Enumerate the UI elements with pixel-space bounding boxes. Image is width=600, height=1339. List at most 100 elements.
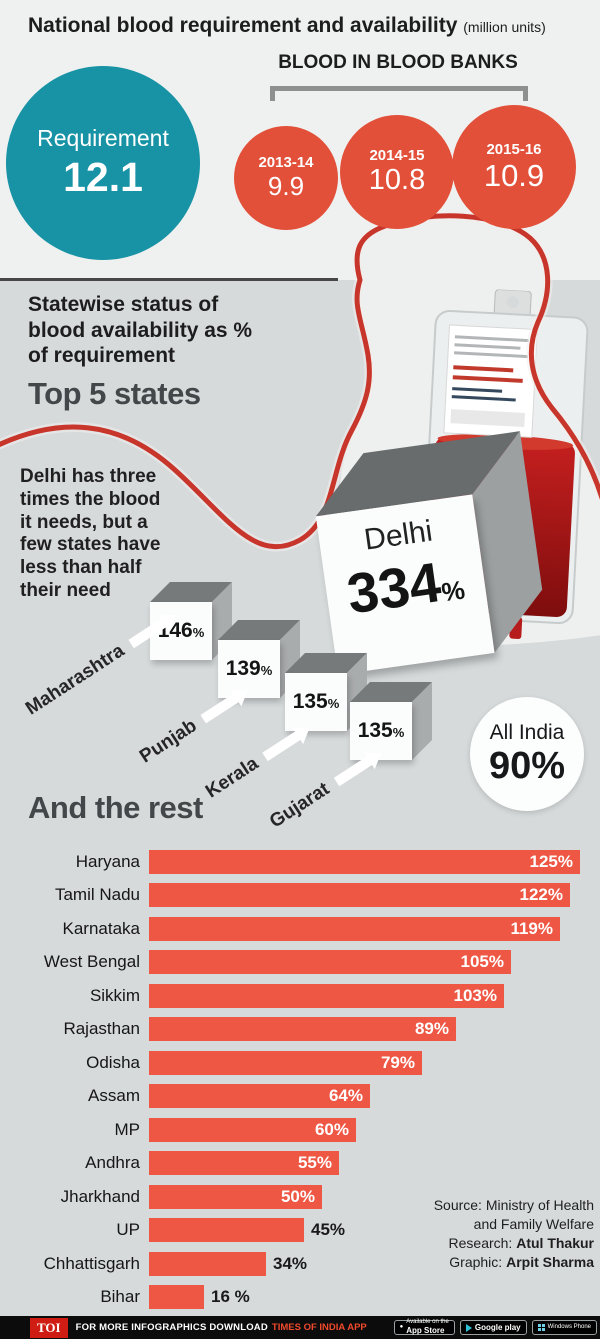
cube-value-percent: % bbox=[439, 574, 467, 608]
bar-value: 89% bbox=[414, 1019, 449, 1039]
bar-state-label: Chhattisgarh bbox=[43, 1253, 140, 1273]
bar-value: 16 % bbox=[211, 1287, 250, 1307]
bar-value: 125% bbox=[529, 851, 573, 871]
all-india-circle: All India 90% bbox=[470, 697, 584, 811]
bar-track: 50% bbox=[149, 1184, 322, 1209]
state-label-text: Punjab bbox=[136, 715, 201, 768]
state-label-text: Maharashtra bbox=[22, 640, 129, 720]
cube-kerala: 135% bbox=[285, 653, 367, 731]
bar-track: 45% bbox=[149, 1218, 345, 1243]
rest-title: And the rest bbox=[28, 790, 203, 825]
bar-track: 79% bbox=[149, 1050, 422, 1075]
footer-text: FOR MORE INFOGRAPHICS DOWNLOAD bbox=[75, 1322, 268, 1333]
all-india-value: 90% bbox=[488, 744, 566, 787]
bar-state-label: Haryana bbox=[75, 851, 140, 871]
bar-track: 16 % bbox=[149, 1285, 250, 1310]
bar-row: West Bengal 105% bbox=[0, 946, 600, 980]
rest-bar-chart: Haryana 125% Tamil Nadu 122% Karnataka 119% We… bbox=[0, 845, 600, 1314]
bar-track: 89% bbox=[149, 1017, 456, 1042]
bar: 105% bbox=[149, 950, 511, 975]
bar-state-label: MP bbox=[114, 1119, 141, 1139]
bank-year: 2015-16 bbox=[486, 140, 542, 158]
cube-front-face: 135% bbox=[350, 702, 412, 760]
state-label-text: Gujarat bbox=[266, 778, 334, 833]
bar: 89% bbox=[149, 1017, 456, 1042]
requirement-label: Requirement bbox=[37, 125, 169, 151]
bar: 60% bbox=[149, 1117, 356, 1142]
bar-row: UP 45% bbox=[0, 1214, 600, 1248]
bar-state-label: Tamil Nadu bbox=[54, 885, 140, 905]
bar-row: Odisha 79% bbox=[0, 1046, 600, 1080]
bar-track: 119% bbox=[149, 916, 560, 941]
bar-state-label: UP bbox=[116, 1220, 140, 1240]
source-line: Source: Ministry of Health bbox=[433, 1197, 594, 1213]
windows-icon bbox=[537, 1324, 545, 1331]
cube-delhi: Delhi 334 % bbox=[308, 431, 550, 675]
bar-track: 34% bbox=[149, 1251, 308, 1276]
bar-state-label: Rajasthan bbox=[63, 1019, 140, 1039]
bank-circle-2014-15: 2014-15 10.8 bbox=[340, 115, 454, 229]
bar bbox=[149, 1218, 304, 1243]
apple-icon: ● bbox=[399, 1324, 404, 1331]
cube-state-value: 139% bbox=[225, 657, 273, 680]
page-title: National blood requirement and availabil… bbox=[28, 14, 546, 38]
page-title-text: National blood requirement and availabil… bbox=[28, 14, 458, 37]
state-label-kerala: Kerala bbox=[202, 726, 305, 803]
bar-row: Tamil Nadu 122% bbox=[0, 879, 600, 913]
bar-row: Andhra 55% bbox=[0, 1147, 600, 1181]
bank-circle-2015-16: 2015-16 10.9 bbox=[452, 105, 576, 229]
state-label-maharashtra: Maharashtra bbox=[22, 613, 171, 720]
bar-state-label: Karnataka bbox=[62, 918, 141, 938]
footer-app-text: TIMES OF INDIA APP bbox=[271, 1322, 367, 1333]
bar-value: 34% bbox=[273, 1253, 308, 1273]
statewise-heading: Statewise status of blood availability a… bbox=[28, 293, 253, 368]
bar-track: 64% bbox=[149, 1084, 370, 1109]
top5-title: Top 5 states bbox=[28, 376, 201, 411]
source-credits: Source: Ministry of Health and Family We… bbox=[434, 1196, 594, 1272]
bar-track: 55% bbox=[149, 1151, 339, 1176]
googleplay-badge: Google play bbox=[459, 1320, 527, 1335]
play-icon bbox=[465, 1323, 472, 1332]
bar-state-label: Bihar bbox=[100, 1287, 140, 1307]
state-label-text: Kerala bbox=[202, 753, 263, 803]
arrow-icon bbox=[262, 730, 302, 762]
cube-front-face: Delhi 334 % bbox=[315, 494, 495, 675]
bar-value: 103% bbox=[453, 985, 497, 1005]
cube-state-value: 135% bbox=[292, 690, 340, 713]
bar-state-label: Sikkim bbox=[89, 985, 140, 1005]
bar-row: Rajasthan 89% bbox=[0, 1013, 600, 1047]
page-title-units: (million units) bbox=[463, 19, 546, 35]
arrow-icon bbox=[333, 756, 373, 787]
bank-value: 9.9 bbox=[267, 171, 305, 201]
bar-state-label: Assam bbox=[88, 1086, 140, 1106]
source-line: and Family Welfare bbox=[473, 1215, 594, 1232]
bar-value: 64% bbox=[328, 1086, 363, 1106]
bar bbox=[149, 1251, 266, 1276]
bar: 119% bbox=[149, 916, 560, 941]
bank-year: 2013-14 bbox=[258, 154, 314, 171]
cube-state-value: 135% bbox=[357, 719, 405, 742]
bar-track: 105% bbox=[149, 950, 511, 975]
arrow-icon bbox=[200, 693, 240, 724]
state-label-gujarat: Gujarat bbox=[266, 751, 376, 833]
bar-state-label: Odisha bbox=[86, 1052, 140, 1072]
bank-year: 2014-15 bbox=[369, 147, 425, 164]
bar: 50% bbox=[149, 1184, 322, 1209]
bar: 55% bbox=[149, 1151, 339, 1176]
bar: 79% bbox=[149, 1050, 422, 1075]
bar: 122% bbox=[149, 883, 570, 908]
footer-bar: TOI FOR MORE INFOGRAPHICS DOWNLOAD TIMES… bbox=[0, 1316, 600, 1339]
bar-value: 105% bbox=[460, 952, 504, 972]
cube-punjab: 139% bbox=[218, 620, 300, 698]
bar-row: Jharkhand 50% bbox=[0, 1180, 600, 1214]
delhi-note: Delhi has three times the blood it needs… bbox=[20, 466, 161, 601]
bar-row: Sikkim 103% bbox=[0, 979, 600, 1013]
toi-logo: TOI bbox=[30, 1317, 68, 1338]
cube-front-face: 135% bbox=[285, 673, 347, 731]
bar-track: 122% bbox=[149, 883, 570, 908]
requirement-circle: Requirement 12.1 bbox=[6, 66, 200, 260]
bar-track: 60% bbox=[149, 1117, 356, 1142]
graphic-credit: Graphic: Arpit Sharma bbox=[449, 1253, 594, 1270]
bank-value: 10.8 bbox=[368, 164, 426, 196]
bank-value: 10.9 bbox=[483, 157, 545, 193]
